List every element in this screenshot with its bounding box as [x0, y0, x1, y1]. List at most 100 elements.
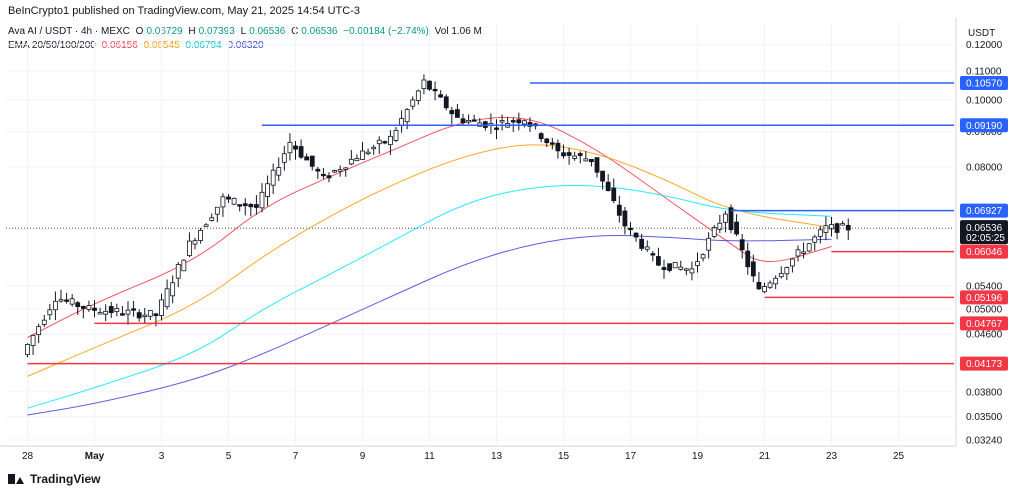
ema-200-value: 0.06320 [227, 40, 264, 51]
candle-body [388, 135, 393, 146]
candle-body [337, 169, 343, 172]
ohlc-high-value: 0.07393 [198, 26, 235, 37]
candle-body [566, 152, 572, 156]
ohlc-low-label: L [240, 26, 247, 37]
candle-body [69, 298, 75, 305]
candle-body [667, 263, 672, 271]
ema-line-ema-100 [27, 184, 832, 409]
ohlc-close-value: 0.06536 [301, 26, 338, 37]
ohlc-high-label: H [188, 26, 196, 37]
candle-body [354, 158, 360, 162]
price-tags: 0.10570 0.09190 0.06927 0.06046 0.05196 0.047… [960, 76, 1008, 371]
candle-body [136, 312, 142, 319]
support-price-tag [960, 316, 1008, 331]
candle-body [142, 314, 148, 317]
candle-body [778, 273, 784, 278]
ema-line-ema-20 [27, 116, 832, 338]
candle-body [254, 204, 259, 208]
candle-body [298, 146, 304, 158]
candle-body [415, 90, 421, 101]
y-tick-label: 0.12000 [966, 40, 1003, 51]
candle-body [449, 110, 455, 115]
candle-body [510, 120, 516, 123]
candle-body [220, 196, 226, 208]
candle-body [181, 259, 187, 272]
candle-body [516, 119, 522, 124]
resistance-price-tag-label: 0.06927 [966, 206, 1003, 217]
candle-body [248, 203, 254, 208]
candle-body [47, 309, 53, 316]
current-price-tag-value: 0.06536 [966, 223, 1003, 234]
candle-body [538, 133, 544, 140]
candle-body [840, 223, 846, 226]
current-price-tag [960, 220, 1008, 245]
ema-100-value: 0.06794 [185, 40, 222, 51]
candle-body [689, 268, 695, 274]
candle-body [64, 299, 69, 302]
candle-body [717, 222, 723, 230]
x-tick-label: 3 [159, 451, 165, 462]
support-price-tag-label: 0.05196 [966, 293, 1003, 304]
candle-body [605, 181, 611, 192]
candle-body [315, 168, 321, 172]
candle-body [80, 306, 86, 309]
y-tick-label: 0.03240 [966, 436, 1003, 447]
candle-body [812, 236, 818, 243]
candle-body [572, 155, 578, 159]
candle-body [393, 129, 399, 141]
candle-body [170, 282, 176, 297]
candle-body [237, 204, 243, 207]
y-tick-label: 0.05000 [966, 305, 1003, 316]
candle-body [762, 286, 767, 293]
ema-line-ema-50 [27, 144, 832, 377]
x-tick-label: 11 [424, 451, 435, 462]
x-tick-label: 17 [625, 451, 637, 462]
candle-body [175, 264, 181, 279]
candle-body [41, 319, 47, 325]
candle-body [683, 268, 689, 271]
x-tick-label: May [85, 451, 105, 462]
candle-body [466, 120, 471, 123]
candle-body [639, 238, 645, 249]
x-tick-label: 9 [360, 451, 366, 462]
candle-body [58, 299, 64, 302]
candle-body [611, 187, 617, 202]
candle-body [561, 152, 566, 157]
ohlc-close-label: C [291, 26, 299, 37]
resistance-price-tag-label: 0.09190 [966, 121, 1003, 132]
candle-body [650, 253, 656, 256]
candle-body [120, 313, 125, 316]
candle-body [192, 240, 198, 245]
candle-body [577, 153, 583, 156]
y-tick-label: 0.03800 [966, 387, 1003, 398]
currency-label: USDT [968, 28, 995, 39]
candle-body [471, 119, 477, 122]
candle-body [304, 156, 310, 161]
x-tick-label: 19 [692, 451, 704, 462]
candle-body [214, 206, 220, 215]
candle-body [410, 99, 416, 107]
y-tick-label: 0.09000 [966, 127, 1003, 138]
candle-body [153, 313, 159, 317]
candle-body [108, 306, 114, 314]
candle-body [795, 249, 801, 257]
candle-body [700, 254, 706, 259]
candle-body [365, 151, 371, 155]
ema-20-value: 0.06156 [101, 40, 138, 51]
candle-body [806, 243, 812, 252]
y-tick-label: 0.05400 [966, 281, 1003, 292]
candle-body [549, 142, 555, 145]
candle-body [600, 170, 605, 182]
candle-body [773, 277, 779, 285]
candle-body [555, 142, 561, 152]
candle-body [706, 237, 712, 251]
candle-body [376, 139, 382, 145]
resistance-price-tag [960, 76, 1008, 91]
change-value: −0.00184 (−2.74%) [343, 26, 429, 37]
candle-body [226, 196, 231, 200]
support-price-tag-label: 0.04767 [966, 319, 1003, 330]
candle-body [131, 308, 136, 311]
volume-value: Vol 1.06 M [434, 26, 482, 37]
candle-body [125, 309, 131, 315]
